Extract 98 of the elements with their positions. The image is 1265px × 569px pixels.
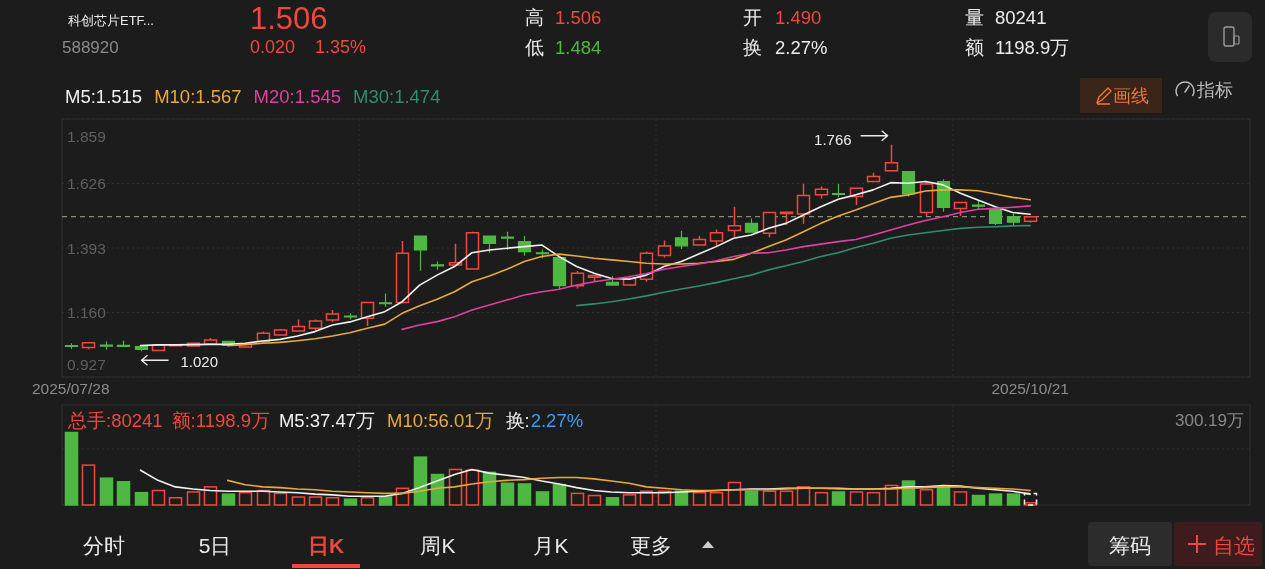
bar <box>221 493 236 506</box>
text: 换: <box>505 409 530 431</box>
bar <box>81 464 96 506</box>
bar <box>709 491 724 506</box>
text: 0.020 <box>250 37 296 57</box>
annotation: 1.020 <box>180 352 219 370</box>
bar <box>1023 502 1038 506</box>
text: M20:1.545 <box>253 85 342 107</box>
bar <box>919 489 934 506</box>
bar <box>639 490 654 506</box>
bar <box>256 489 271 506</box>
bar <box>796 486 811 506</box>
bar <box>605 497 620 506</box>
text: 筹码 <box>1109 533 1151 557</box>
bar <box>378 496 393 506</box>
bar <box>552 483 567 506</box>
x-tick-label: 2025/07/28 <box>31 379 110 397</box>
bar <box>448 468 463 506</box>
bar <box>151 489 166 506</box>
text: 低 <box>525 36 544 58</box>
text: 2.27% <box>530 409 584 431</box>
text: M10:1.567 <box>154 85 242 107</box>
bar <box>186 491 201 506</box>
text: 额:1198.9万 <box>171 409 270 431</box>
bar <box>953 491 968 506</box>
bar <box>762 490 777 506</box>
text: 1.490 <box>775 6 822 28</box>
bar <box>692 491 707 506</box>
bar <box>587 494 602 506</box>
text: M30:1.474 <box>353 85 441 107</box>
text: 指标 <box>1196 80 1233 100</box>
bar <box>168 497 183 506</box>
text: 1.35% <box>315 37 367 57</box>
text: 周K <box>420 533 456 557</box>
text: 额 <box>965 36 984 58</box>
bar <box>570 492 585 506</box>
text: 2.27% <box>775 36 828 58</box>
text: M5:1.515 <box>65 85 143 107</box>
bar <box>325 497 340 506</box>
x-tick-label: 2025/10/21 <box>991 379 1069 397</box>
bar <box>413 456 428 506</box>
bar <box>535 491 550 506</box>
bar <box>779 490 794 506</box>
bar <box>1006 493 1021 506</box>
y-tick-label: 1.393 <box>67 239 106 257</box>
text: 自选 <box>1213 533 1255 557</box>
bar <box>395 487 410 506</box>
bar <box>273 492 288 506</box>
text: 量 <box>965 6 984 28</box>
text: 5日 <box>198 533 232 557</box>
bar <box>308 496 323 506</box>
text: M10:56.01万 <box>387 409 494 431</box>
bar <box>849 491 864 506</box>
text: 画线 <box>1113 86 1149 106</box>
text: 日K <box>307 533 345 557</box>
text: 分时 <box>83 533 125 557</box>
text: M5:37.47万 <box>278 409 376 431</box>
text: 1.506 <box>555 6 602 28</box>
text: 总手:80241 <box>67 409 163 431</box>
bar <box>99 477 114 506</box>
bar <box>500 482 515 506</box>
bar <box>64 431 79 506</box>
text: 1.484 <box>555 36 602 58</box>
text: 换 <box>743 36 762 58</box>
text: 开 <box>743 6 762 28</box>
bar <box>116 481 131 506</box>
bar <box>517 483 532 506</box>
bar <box>988 493 1003 506</box>
bar <box>866 491 881 506</box>
y-tick-label: 1.626 <box>67 175 106 192</box>
text: 80241 <box>995 6 1047 28</box>
bar <box>657 490 672 506</box>
bar <box>360 497 375 506</box>
text: 1.506 <box>250 0 328 36</box>
text: 588920 <box>62 37 119 57</box>
bar <box>291 496 306 506</box>
text: 300.19万 <box>1175 410 1244 430</box>
bar <box>238 491 253 506</box>
bar <box>884 484 899 506</box>
annotation: 1.766 <box>814 131 852 149</box>
text: 1198.9万 <box>995 36 1070 58</box>
bar <box>744 490 759 506</box>
bar <box>814 491 829 506</box>
y-tick-label: 1.160 <box>67 304 107 321</box>
bar <box>971 494 986 506</box>
y-tick-label: 0.927 <box>67 355 106 373</box>
bar <box>831 491 846 506</box>
bar <box>343 498 358 506</box>
bar <box>727 481 742 506</box>
bar <box>622 494 637 506</box>
y-tick-label: 1.859 <box>67 127 106 145</box>
text: 更多 <box>630 533 672 557</box>
text: 高 <box>525 6 544 28</box>
bar <box>134 491 149 506</box>
text: 科创芯片ETF... <box>68 12 154 28</box>
text: 月K <box>533 533 569 557</box>
bar <box>203 486 218 506</box>
bar <box>465 469 480 506</box>
